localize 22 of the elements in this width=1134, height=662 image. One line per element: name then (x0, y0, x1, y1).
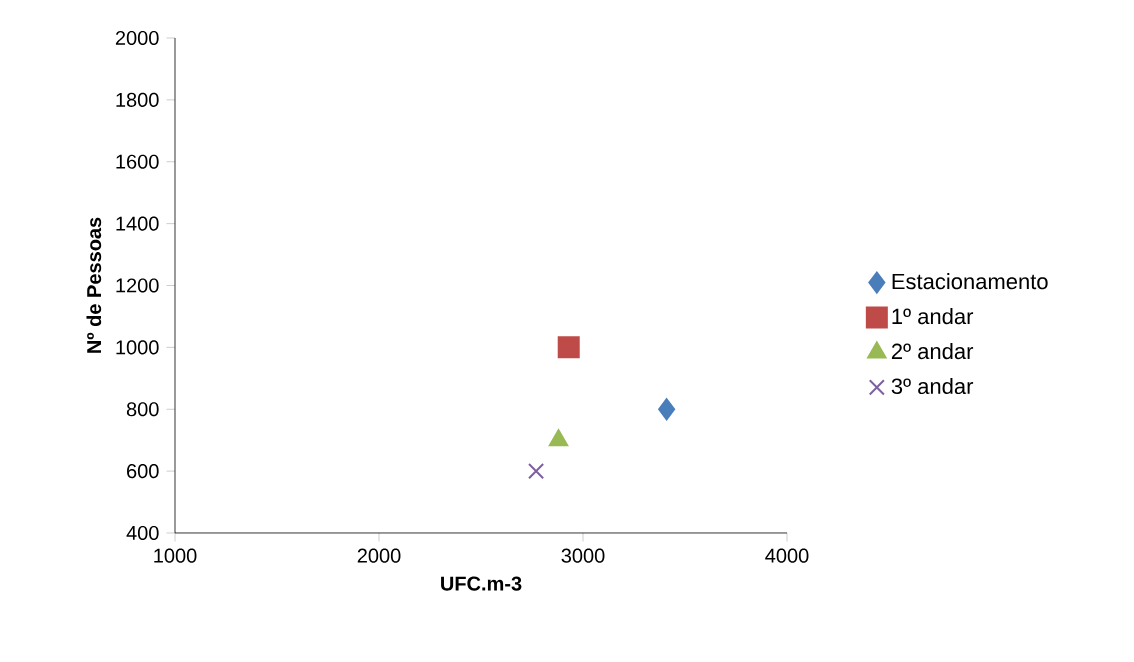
point (658, 398, 676, 421)
y-tick-label: 1000 (116, 340, 159, 355)
legend-label: 1º andar (892, 308, 974, 325)
x-tick-label: 2000 (357, 548, 401, 563)
legend-label: 3º andar (891, 377, 974, 395)
point (557, 336, 580, 359)
x-axis-title: UFC.m-3 (441, 576, 522, 591)
y-tick-label: 1400 (116, 216, 159, 231)
y-tick-label: 2000 (115, 30, 159, 46)
y-tick-label: 800 (126, 402, 159, 417)
x-tick-label: 4000 (765, 548, 809, 563)
point (528, 463, 545, 480)
y-tick-label: 1800 (116, 92, 159, 107)
legend-label: 2º andar (891, 343, 974, 360)
y-tick-label: 1200 (116, 278, 159, 293)
x-tick-label: 3000 (561, 548, 605, 563)
y-tick-label: 600 (127, 464, 159, 479)
legend-label: Estacionamento (892, 273, 1048, 290)
y-axis-title: Nº de Pessoas (86, 217, 102, 353)
x-tick-label: 1000 (154, 548, 197, 563)
y-tick-label: 1600 (116, 154, 159, 169)
y-tick-label: 400 (126, 525, 159, 541)
